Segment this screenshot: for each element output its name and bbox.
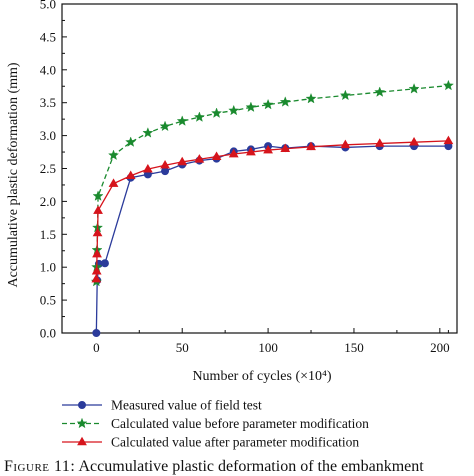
data-point: [306, 141, 316, 151]
y-tick-label: 2.0: [40, 194, 56, 209]
data-point: [279, 96, 291, 107]
data-point: [374, 86, 386, 97]
legend-label: Calculated value before parameter modifi…: [111, 416, 369, 431]
data-point: [280, 143, 291, 153]
data-point: [161, 167, 170, 176]
y-axis-title: Accumulative plastic deformation (mm): [6, 62, 21, 287]
x-tick-label: 150: [344, 340, 364, 355]
data-point: [340, 139, 351, 149]
y-tick-label: 5.0: [40, 0, 56, 12]
data-point: [108, 149, 120, 161]
y-tick-label: 0.0: [40, 326, 56, 341]
data-point: [263, 144, 273, 154]
data-point: [92, 328, 101, 337]
data-point: [142, 163, 153, 173]
series-3: [91, 135, 454, 283]
legend-entry: Calculated value after parameter modific…: [62, 435, 359, 450]
series-line: [95, 84, 449, 282]
y-tick-label: 3.5: [40, 95, 56, 110]
data-point: [194, 154, 205, 163]
legend-label: Measured value of field test: [111, 398, 262, 413]
data-point: [339, 89, 351, 101]
data-point: [177, 156, 188, 166]
data-point: [193, 111, 205, 122]
data-point: [91, 265, 102, 275]
data-point: [246, 146, 256, 156]
data-point: [262, 98, 274, 110]
data-point: [91, 273, 102, 283]
data-point: [125, 136, 137, 147]
data-point: [93, 205, 103, 214]
x-tick-label: 200: [430, 340, 450, 355]
figure-caption: Figure 11: Accumulative plastic deformat…: [4, 457, 474, 476]
data-point: [245, 101, 257, 112]
data-point: [443, 135, 454, 145]
data-point: [409, 136, 419, 146]
data-point: [92, 227, 103, 237]
plot-frame: [61, 3, 458, 334]
series-2: [90, 79, 454, 287]
y-tick-label: 2.5: [40, 161, 56, 176]
series-line: [95, 140, 449, 280]
data-point: [211, 107, 223, 118]
x-tick-label: 50: [176, 340, 189, 355]
data-point: [142, 127, 154, 138]
data-point: [374, 138, 385, 147]
data-point: [305, 92, 317, 104]
data-point: [159, 120, 171, 132]
y-tick-label: 3.0: [40, 128, 56, 143]
figure-label: Figure 11:: [4, 458, 76, 475]
legend-marker: [76, 417, 88, 429]
data-point: [228, 104, 240, 116]
data-point: [160, 160, 170, 169]
data-point: [125, 170, 136, 180]
data-point: [211, 151, 222, 160]
data-point: [92, 190, 104, 201]
legend: Measured value of field test Calculated v…: [62, 398, 369, 450]
x-axis: 0 50 100 150 200: [93, 328, 450, 355]
y-tick-label: 0.5: [40, 293, 56, 308]
y-tick-label: 1.0: [40, 260, 56, 275]
legend-entry: Calculated value before parameter modifi…: [62, 416, 369, 431]
y-tick-label: 4.0: [40, 62, 56, 77]
legend-marker: [78, 400, 87, 409]
x-axis-title: Number of cycles (×10⁴): [192, 369, 331, 384]
y-tick-label: 1.5: [40, 227, 56, 242]
y-tick-label: 4.5: [40, 29, 56, 44]
data-point: [408, 83, 420, 94]
y-axis: 0.0 0.5 1.0 1.5 2.0 2.5 3.0 3.5 4.0 4.5 5.0: [40, 0, 67, 341]
data-point: [92, 248, 102, 258]
legend-marker: [77, 436, 87, 446]
x-tick-label: 0: [93, 340, 100, 355]
data-point: [176, 115, 188, 126]
data-point: [108, 178, 119, 187]
figure-caption-text: Accumulative plastic deformation of the …: [78, 458, 424, 475]
data-point: [100, 259, 109, 268]
series-layer: [90, 79, 454, 337]
data-point: [442, 79, 454, 91]
legend-entry: Measured value of field test: [62, 398, 262, 413]
legend-label: Calculated value after parameter modific…: [111, 435, 359, 450]
x-tick-label: 100: [258, 340, 278, 355]
data-point: [228, 148, 239, 158]
